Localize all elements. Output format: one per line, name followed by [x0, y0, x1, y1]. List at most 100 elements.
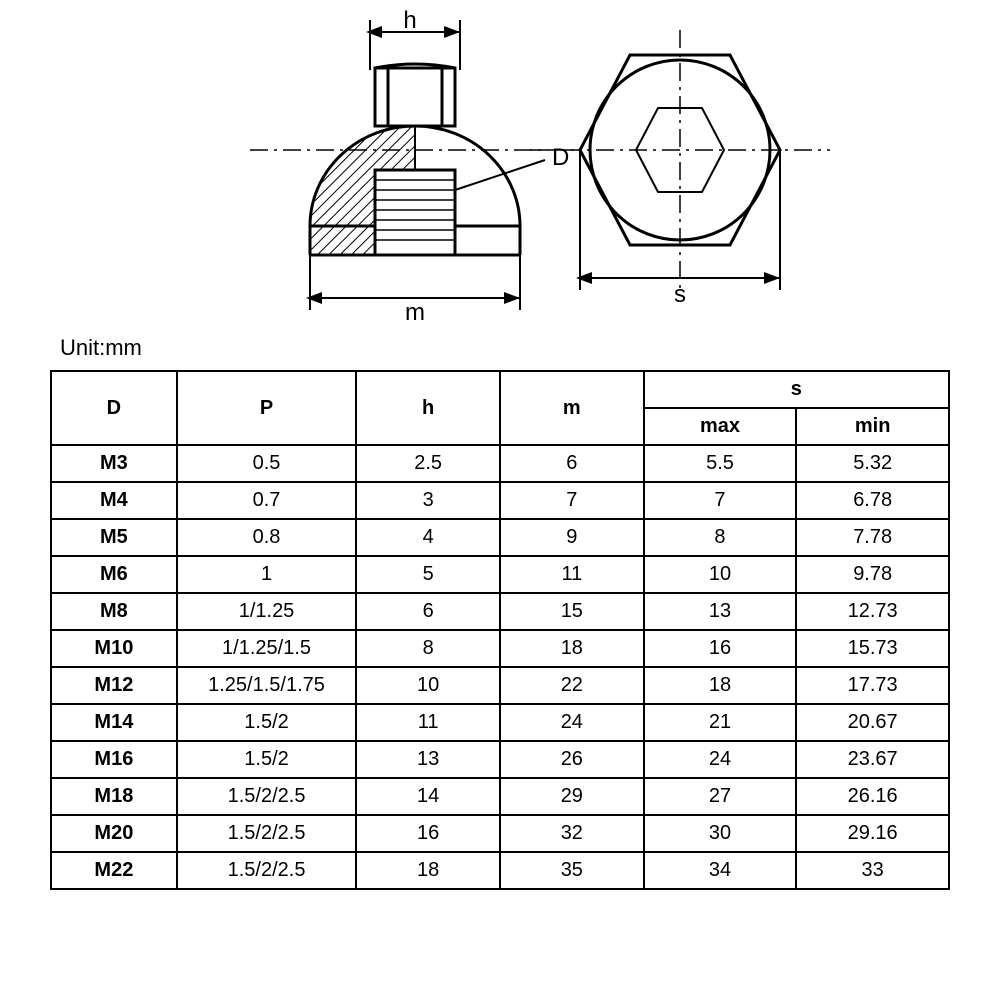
table-cell: 22 [500, 667, 644, 704]
dimension-table: D P h m s max min M30.52.565.55.32M40.73… [50, 370, 950, 890]
table-cell: 30 [644, 815, 797, 852]
table-cell: M18 [51, 778, 177, 815]
table-row: M101/1.25/1.58181615.73 [51, 630, 949, 667]
table-cell: 16 [356, 815, 500, 852]
table-cell: 1.5/2/2.5 [177, 852, 357, 889]
table-cell: 5.32 [796, 445, 949, 482]
table-row: M221.5/2/2.518353433 [51, 852, 949, 889]
table-cell: 6.78 [796, 482, 949, 519]
table-cell: 5 [356, 556, 500, 593]
table-cell: 33 [796, 852, 949, 889]
table-cell: M4 [51, 482, 177, 519]
table-row: M81/1.256151312.73 [51, 593, 949, 630]
unit-label: Unit:mm [60, 335, 142, 361]
dim-label-s: s [674, 281, 686, 308]
table-cell: 4 [356, 519, 500, 556]
table-cell: 10 [644, 556, 797, 593]
table-cell: 17.73 [796, 667, 949, 704]
th-s-max: max [644, 408, 797, 445]
technical-diagram: h [0, 0, 1000, 330]
table-cell: 18 [500, 630, 644, 667]
table-cell: 9.78 [796, 556, 949, 593]
table-cell: 1.25/1.5/1.75 [177, 667, 357, 704]
table-cell: 14 [356, 778, 500, 815]
table-cell: 7 [500, 482, 644, 519]
table-cell: 10 [356, 667, 500, 704]
table-cell: 29 [500, 778, 644, 815]
table-cell: 1 [177, 556, 357, 593]
table-row: M121.25/1.5/1.7510221817.73 [51, 667, 949, 704]
table-cell: M5 [51, 519, 177, 556]
table-cell: 1/1.25/1.5 [177, 630, 357, 667]
table-row: M30.52.565.55.32 [51, 445, 949, 482]
table-cell: M14 [51, 704, 177, 741]
table-cell: M16 [51, 741, 177, 778]
table-cell: 1/1.25 [177, 593, 357, 630]
table-cell: 27 [644, 778, 797, 815]
table-cell: M6 [51, 556, 177, 593]
table-cell: 32 [500, 815, 644, 852]
th-h: h [356, 371, 500, 445]
table-row: M161.5/213262423.67 [51, 741, 949, 778]
table-row: M40.73776.78 [51, 482, 949, 519]
table-cell: M22 [51, 852, 177, 889]
table-cell: 15.73 [796, 630, 949, 667]
nut-drawing-svg: h [0, 0, 1000, 330]
th-P: P [177, 371, 357, 445]
table-cell: 0.5 [177, 445, 357, 482]
th-s-min: min [796, 408, 949, 445]
table-cell: 7 [644, 482, 797, 519]
th-s: s [644, 371, 949, 408]
table-row: M50.84987.78 [51, 519, 949, 556]
table-cell: 11 [356, 704, 500, 741]
table-cell: 7.78 [796, 519, 949, 556]
table-cell: 18 [644, 667, 797, 704]
table-cell: 26.16 [796, 778, 949, 815]
table-header-row-1: D P h m s [51, 371, 949, 408]
table-row: M201.5/2/2.516323029.16 [51, 815, 949, 852]
dim-label-h: h [403, 7, 416, 34]
table-cell: 11 [500, 556, 644, 593]
table-cell: 1.5/2 [177, 741, 357, 778]
th-D: D [51, 371, 177, 445]
table-cell: 13 [644, 593, 797, 630]
table-cell: 15 [500, 593, 644, 630]
table-cell: M10 [51, 630, 177, 667]
table-cell: 16 [644, 630, 797, 667]
table-cell: 5.5 [644, 445, 797, 482]
table-cell: 1.5/2 [177, 704, 357, 741]
table-cell: M12 [51, 667, 177, 704]
table-row: M181.5/2/2.514292726.16 [51, 778, 949, 815]
table-row: M141.5/211242120.67 [51, 704, 949, 741]
table-cell: M20 [51, 815, 177, 852]
table-cell: M3 [51, 445, 177, 482]
table-cell: 20.67 [796, 704, 949, 741]
table-cell: 6 [356, 593, 500, 630]
table-cell: M8 [51, 593, 177, 630]
table-cell: 3 [356, 482, 500, 519]
table-cell: 24 [500, 704, 644, 741]
table-cell: 2.5 [356, 445, 500, 482]
table-cell: 21 [644, 704, 797, 741]
table-cell: 12.73 [796, 593, 949, 630]
table-cell: 1.5/2/2.5 [177, 778, 357, 815]
table-cell: 24 [644, 741, 797, 778]
table-cell: 9 [500, 519, 644, 556]
table-cell: 0.8 [177, 519, 357, 556]
table-row: M61511109.78 [51, 556, 949, 593]
table-cell: 29.16 [796, 815, 949, 852]
dim-label-m: m [405, 299, 425, 326]
table-cell: 18 [356, 852, 500, 889]
table-cell: 34 [644, 852, 797, 889]
table-cell: 0.7 [177, 482, 357, 519]
table-cell: 8 [644, 519, 797, 556]
table-cell: 23.67 [796, 741, 949, 778]
dim-label-D: D [552, 144, 569, 171]
table-cell: 6 [500, 445, 644, 482]
table-cell: 35 [500, 852, 644, 889]
th-m: m [500, 371, 644, 445]
table-cell: 8 [356, 630, 500, 667]
table-cell: 13 [356, 741, 500, 778]
table-cell: 26 [500, 741, 644, 778]
table-cell: 1.5/2/2.5 [177, 815, 357, 852]
